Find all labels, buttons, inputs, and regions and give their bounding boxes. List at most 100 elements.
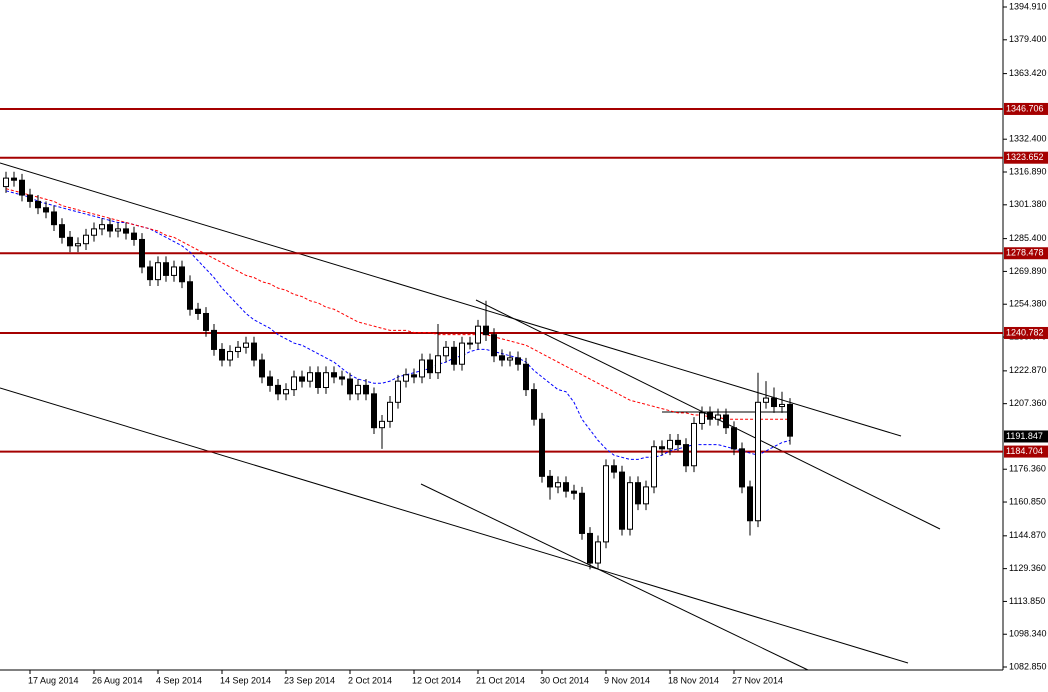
candle-body [19, 179, 25, 196]
candle-body [683, 444, 689, 467]
y-tick-label: 1285.400 [1009, 233, 1047, 243]
candle-body [771, 397, 777, 408]
candle-body [299, 376, 305, 382]
candle-body [483, 325, 489, 336]
candle-body [3, 177, 9, 188]
y-tick-label: 1129.360 [1009, 563, 1046, 573]
candle-body [131, 232, 137, 240]
candle-body [579, 492, 585, 534]
candle-body [523, 363, 529, 391]
candle-body [475, 325, 481, 344]
x-tick-label: 21 Oct 2014 [476, 675, 525, 685]
moving-average [5, 188, 790, 420]
candle-body [59, 224, 65, 238]
candle-body [499, 355, 505, 361]
trend-line [0, 162, 902, 437]
candle-body [451, 346, 457, 365]
candle-body [603, 465, 609, 543]
candle-body [107, 224, 113, 232]
candle-body [35, 200, 41, 209]
candle-body [379, 420, 385, 429]
y-tick-label: 1363.420 [1009, 68, 1047, 78]
candle-body [643, 486, 649, 505]
x-tick-label: 14 Sep 2014 [220, 675, 271, 685]
y-tick-label: 1332.400 [1009, 134, 1047, 144]
candle-body [187, 281, 193, 310]
candle-body [587, 532, 593, 564]
x-tick-label: 27 Nov 2014 [732, 675, 783, 685]
candle-body [171, 266, 177, 276]
candle-body [195, 308, 201, 314]
candle-body [363, 384, 369, 395]
y-tick-label: 1082.850 [1009, 661, 1047, 671]
y-tick-label: 1222.870 [1009, 365, 1047, 375]
candle-body [755, 401, 761, 522]
candle-body [91, 228, 97, 236]
candle-body [467, 342, 473, 345]
candle-body [235, 346, 241, 353]
candle-body [515, 357, 521, 365]
level-label: 1240.782 [1006, 327, 1044, 337]
candle-body [403, 374, 409, 382]
candle-body [539, 418, 545, 477]
y-tick-label: 1269.890 [1009, 266, 1047, 276]
candle-body [547, 475, 553, 488]
candle-body [179, 266, 185, 283]
candle-body [459, 342, 465, 365]
candle-body [331, 372, 337, 378]
candle-body [691, 422, 697, 467]
level-tag [1004, 247, 1048, 260]
trend-lines [0, 162, 941, 671]
x-tick-label: 17 Aug 2014 [28, 675, 79, 685]
y-tick-label: 1144.870 [1009, 530, 1046, 540]
candle-body [395, 380, 401, 403]
candle-body [563, 482, 569, 492]
candle-body [163, 262, 169, 276]
x-tick-label: 9 Nov 2014 [604, 675, 650, 685]
candle-body [43, 207, 49, 213]
candle-body [715, 414, 721, 420]
y-tick-label: 1160.850 [1009, 496, 1046, 506]
candle-body [123, 228, 129, 234]
candle-body [219, 348, 225, 361]
candle-body [667, 439, 673, 450]
candle-body [147, 266, 153, 281]
level-label: 1323.652 [1006, 152, 1044, 162]
level-label: 1346.706 [1006, 103, 1044, 113]
x-tick-label: 23 Sep 2014 [284, 675, 335, 685]
candle-body [763, 397, 769, 403]
y-tick-label: 1113.850 [1009, 596, 1045, 606]
candle-body [531, 389, 537, 420]
candle-body [347, 378, 353, 395]
level-tag [1004, 151, 1048, 164]
y-tick-label: 1098.340 [1009, 629, 1047, 639]
candle-body [75, 243, 81, 247]
candle-body [211, 329, 217, 350]
candle-body [627, 482, 633, 530]
candle-body [339, 376, 345, 380]
level-label: 1278.478 [1006, 248, 1044, 258]
candle-body [419, 359, 425, 378]
y-tick-label: 1379.400 [1009, 34, 1047, 44]
candle-body [155, 262, 161, 281]
y-tick-label: 1254.380 [1009, 299, 1047, 309]
candle-body [659, 446, 665, 450]
candle-body [99, 224, 105, 230]
candle-body [371, 393, 377, 429]
x-tick-label: 2 Oct 2014 [348, 675, 392, 685]
x-tick-label: 18 Nov 2014 [668, 675, 719, 685]
candle-body [291, 376, 297, 391]
candle-body [387, 401, 393, 422]
candle-body [27, 194, 33, 202]
candle-body [779, 403, 785, 408]
candle-body [611, 465, 617, 473]
candle-body [227, 351, 233, 361]
x-tick-label: 4 Sep 2014 [156, 675, 202, 685]
level-tag [1004, 102, 1048, 115]
candle-body [51, 211, 57, 226]
candle-body [83, 234, 89, 245]
candle-body [675, 439, 681, 446]
candle-body [267, 376, 273, 386]
